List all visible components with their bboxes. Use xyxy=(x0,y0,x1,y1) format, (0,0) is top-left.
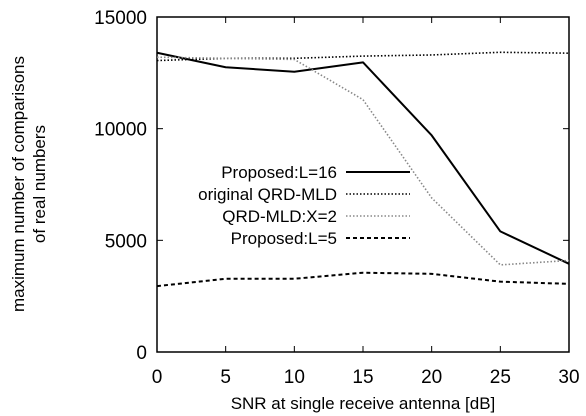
series-line-1 xyxy=(156,51,570,265)
x-tick-label: 15 xyxy=(352,367,373,388)
x-tick-label: 20 xyxy=(421,367,442,388)
y-tick-label: 0 xyxy=(136,343,147,364)
legend-label: original QRD-MLD xyxy=(198,185,337,204)
y-tick-label: 10000 xyxy=(94,120,147,141)
legend-label: Proposed:L=5 xyxy=(231,229,337,248)
series-layer xyxy=(156,51,570,288)
y-axis-label-line-2: of real numbers xyxy=(30,125,49,243)
y-axis-label-line-1: maximum number of comparisons xyxy=(9,56,28,312)
legend-label: QRD-MLD:X=2 xyxy=(222,207,337,226)
x-tick-label: 10 xyxy=(284,367,305,388)
x-tick-label: 5 xyxy=(220,367,231,388)
x-axis-label: SNR at single receive antenna [dB] xyxy=(231,394,496,413)
x-tick-label: 0 xyxy=(152,367,163,388)
series-line-2 xyxy=(156,51,570,62)
axis-ticks: 0 5 10 15 20 25 30 0 5000 10000 15000 xyxy=(94,8,579,388)
x-tick-label: 30 xyxy=(558,367,579,388)
legend-label: Proposed:L=16 xyxy=(221,163,337,182)
y-tick-label: 5000 xyxy=(105,231,147,252)
x-tick-label: 25 xyxy=(490,367,511,388)
y-tick-label: 15000 xyxy=(94,8,147,29)
series-line-4 xyxy=(156,271,570,288)
legend: Proposed:L=16 original QRD-MLD QRD-MLD:X=2… xyxy=(198,163,410,248)
